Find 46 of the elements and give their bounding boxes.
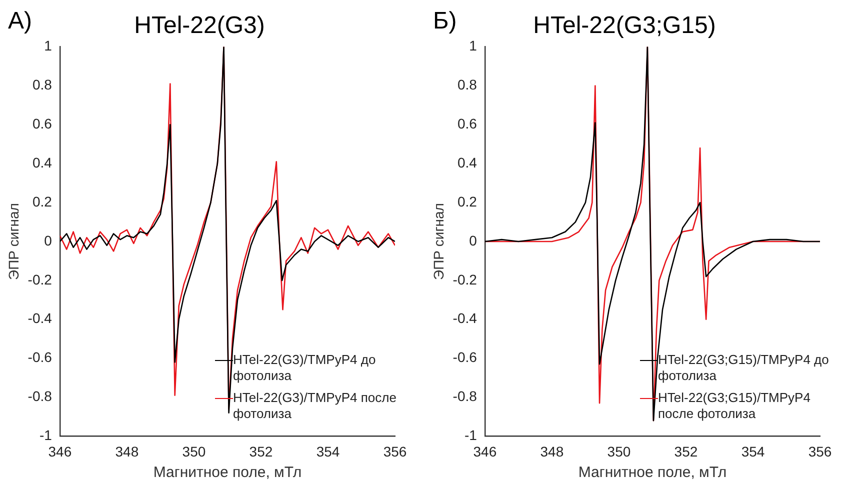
legend-label: HTel-22(G3;G15)/TMPyP4 после фотолиза [658, 390, 812, 422]
y-tick-label: -1 [39, 427, 52, 444]
y-tick-label: 0.2 [32, 193, 52, 210]
x-axis-title: Магнитное поле, мТл [578, 464, 727, 482]
y-tick-label: -0.8 [452, 388, 478, 404]
y-tick-label: 0.4 [457, 154, 478, 170]
y-tick-label: 0.6 [32, 116, 52, 132]
y-tick-label: -0.2 [452, 271, 478, 288]
x-tick-label: 352 [674, 443, 698, 460]
x-tick-label: 354 [316, 443, 340, 460]
y-tick-label: -1 [464, 427, 478, 444]
text: А) [8, 8, 32, 35]
x-tick-label: 346 [473, 443, 497, 460]
y-tick-label: -0.6 [28, 349, 52, 366]
y-tick-label: 1 [44, 38, 52, 54]
y-axis-title: ЭПР сигнал [5, 203, 22, 280]
legend-label: HTel-22(G3)/TMPyP4 после фотолиза [233, 390, 398, 422]
y-tick-label: -0.4 [28, 310, 52, 326]
y-tick-label: -0.6 [452, 349, 478, 366]
y-tick-label: -0.8 [28, 388, 52, 404]
y-tick-label: 0.4 [32, 154, 52, 170]
y-axis-title: ЭПР сигнал [430, 203, 446, 280]
x-tick-label: 348 [115, 443, 139, 460]
x-tick-label: 356 [808, 443, 832, 460]
x-axis-title: Магнитное поле, мТл [153, 464, 302, 482]
legend-label: HTel-22(G3)/TMPyP4 до фотолиза [233, 352, 377, 384]
y-tick-label: 0.8 [32, 76, 52, 93]
y-tick-label: 0.8 [457, 76, 478, 93]
y-tick-label: 0.6 [457, 116, 478, 132]
x-tick-label: 354 [741, 443, 765, 460]
y-tick-label: -0.4 [452, 310, 478, 326]
x-tick-label: 348 [540, 443, 564, 460]
y-tick-label: 0.2 [457, 193, 478, 210]
x-tick-label: 350 [182, 443, 206, 460]
x-tick-label: 352 [249, 443, 273, 460]
chart-title: HTel-22(G3;G15) [533, 12, 716, 40]
chart-title: HTel-22(G3) [134, 12, 265, 40]
x-tick-label: 356 [383, 443, 407, 460]
y-tick-label: 0 [44, 232, 52, 248]
legend-label: HTel-22(G3;G15)/TMPyP4 до фотолиза [658, 352, 830, 384]
y-tick-label: -0.2 [28, 271, 52, 288]
y-tick-label: 1 [469, 38, 478, 54]
text: Б) [433, 8, 457, 35]
x-tick-label: 346 [48, 443, 72, 460]
y-tick-label: 0 [469, 232, 478, 248]
x-tick-label: 350 [607, 443, 631, 460]
